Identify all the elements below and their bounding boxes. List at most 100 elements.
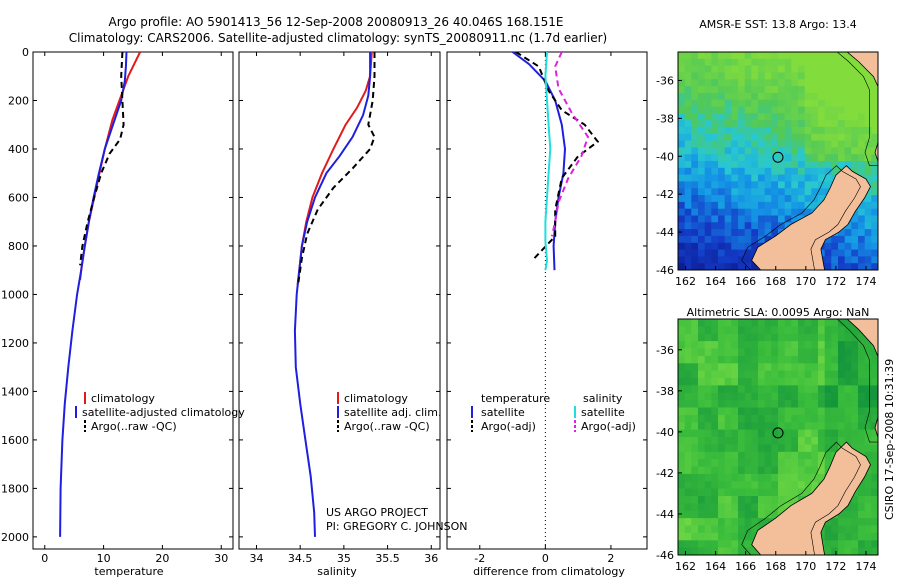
map-cell	[691, 65, 699, 73]
map-cell	[738, 518, 746, 526]
map-cell	[764, 518, 772, 526]
map-cell	[704, 392, 712, 401]
map-cell	[744, 72, 752, 80]
map-cell	[798, 407, 806, 416]
map-cell	[764, 195, 772, 203]
map-cell	[758, 174, 766, 182]
map-cell	[764, 459, 772, 467]
map-cell	[851, 140, 859, 148]
map-cell	[698, 400, 706, 408]
map-cell	[864, 414, 872, 423]
map-cell	[858, 222, 866, 230]
map-cell	[738, 429, 746, 438]
map-cell	[784, 208, 792, 216]
map-cell	[864, 140, 872, 148]
map-cell	[811, 385, 819, 394]
map-cell	[751, 429, 759, 438]
map-cell	[838, 133, 846, 142]
map-cell	[764, 473, 772, 482]
map-cell	[791, 113, 799, 121]
map-cell	[818, 92, 826, 101]
map-cell	[831, 106, 839, 114]
map-cell	[824, 459, 832, 467]
map-cell	[731, 58, 739, 67]
map-cell	[818, 363, 826, 372]
map-cell	[751, 208, 759, 216]
map-cell	[698, 392, 706, 401]
map-cell	[818, 429, 826, 438]
map-cell	[858, 79, 866, 87]
map-cell	[798, 86, 806, 94]
map-cell	[691, 147, 699, 155]
map-cell	[844, 256, 852, 264]
salinity-series	[293, 52, 376, 537]
map-cell	[844, 106, 852, 114]
map-cell	[744, 518, 752, 526]
map-cell	[738, 319, 746, 327]
map-cell	[731, 215, 739, 223]
map-cell	[678, 58, 686, 67]
map-cell	[778, 348, 786, 357]
map-cell	[864, 188, 872, 196]
map-cell	[711, 133, 719, 142]
map-cell	[784, 326, 792, 335]
map-cell	[784, 370, 792, 379]
map-cell	[678, 407, 686, 416]
map-cell	[858, 92, 866, 101]
map-cell	[678, 208, 686, 216]
map-cell	[838, 72, 846, 80]
map-cell	[811, 407, 819, 416]
map-cell	[804, 52, 812, 60]
map-cell	[851, 263, 859, 270]
map-cell	[844, 222, 852, 230]
map-cell	[724, 126, 732, 135]
map-cell	[858, 167, 866, 176]
map-cell	[744, 99, 752, 107]
map-cell	[864, 437, 872, 445]
map-cell	[758, 79, 766, 87]
map-cell	[758, 503, 766, 512]
map-cell	[684, 256, 692, 264]
map-cell	[751, 547, 759, 555]
map-cell	[751, 363, 759, 372]
map-cell	[704, 92, 712, 101]
map-cell	[798, 422, 806, 431]
map-cell	[724, 488, 732, 497]
map-cell	[804, 126, 812, 135]
map-cell	[764, 444, 772, 453]
map-cell	[758, 319, 766, 327]
map-cell	[744, 147, 752, 155]
map-cell	[838, 363, 846, 372]
map-cell	[871, 496, 878, 504]
map-y-tick-label: -46	[656, 549, 674, 562]
map-cell	[824, 414, 832, 423]
map-cell	[731, 256, 739, 264]
map-cell	[711, 229, 719, 237]
map-cell	[871, 481, 878, 490]
map-cell	[738, 79, 746, 87]
map-cell	[764, 140, 772, 148]
map-cell	[784, 201, 792, 210]
map-cell	[791, 473, 799, 482]
map-cell	[838, 229, 846, 237]
map-cell	[704, 52, 712, 60]
map-cell	[851, 429, 859, 438]
map-cell	[704, 459, 712, 467]
map-cell	[824, 113, 832, 121]
map-cell	[831, 86, 839, 94]
map-cell	[864, 154, 872, 162]
map-cell	[704, 473, 712, 482]
map-cell	[718, 481, 726, 490]
map-cell	[771, 113, 779, 121]
map-cell	[678, 65, 686, 73]
map-cell	[864, 518, 872, 526]
map-cell	[678, 518, 686, 526]
map-cell	[724, 370, 732, 379]
map-cell	[691, 385, 699, 394]
map-cell	[831, 113, 839, 121]
map-cell	[811, 444, 819, 453]
map-cell	[711, 181, 719, 189]
map-cell	[678, 188, 686, 196]
map-cell	[698, 407, 706, 416]
map-cell	[718, 86, 726, 94]
